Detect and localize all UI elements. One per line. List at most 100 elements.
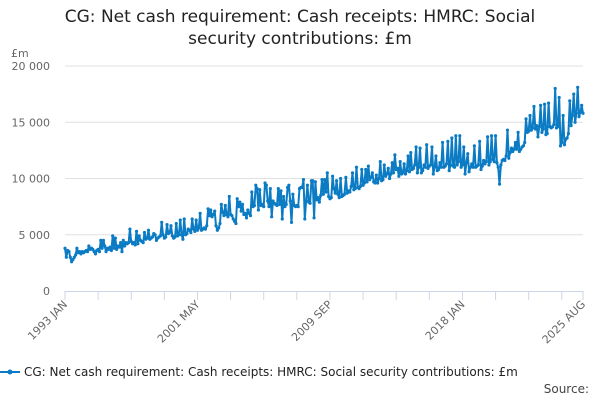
data-point <box>317 200 321 204</box>
data-point <box>444 162 449 166</box>
y-tick-label: 0 <box>43 285 50 298</box>
data-point <box>218 221 222 226</box>
data-point <box>270 215 274 219</box>
data-point <box>463 172 467 176</box>
data-point <box>287 183 291 187</box>
data-point <box>240 202 245 206</box>
data-point <box>568 99 572 103</box>
data-point <box>136 242 140 246</box>
data-point <box>479 167 483 172</box>
data-point <box>153 233 157 237</box>
data-point <box>523 140 527 145</box>
data-point <box>319 193 323 197</box>
data-point <box>234 221 238 226</box>
data-point <box>254 183 258 187</box>
data-point <box>99 238 103 242</box>
data-point <box>109 248 113 253</box>
data-point <box>429 163 433 167</box>
data-point <box>508 151 512 155</box>
x-tick-label: 2018 JAN <box>423 298 468 343</box>
data-point <box>516 130 520 134</box>
data-point <box>476 163 480 167</box>
y-axis-unit-label: £m <box>11 47 29 60</box>
data-point <box>354 165 359 169</box>
data-point <box>472 144 476 148</box>
data-point <box>338 176 343 181</box>
data-point <box>103 244 107 248</box>
data-point <box>403 172 408 176</box>
data-point <box>300 185 304 190</box>
data-point <box>438 161 442 165</box>
data-point <box>112 246 116 250</box>
data-point <box>539 103 543 107</box>
data-point <box>504 154 508 158</box>
data-point <box>203 227 208 231</box>
y-tick-label: 20 000 <box>12 60 51 73</box>
data-point <box>434 154 438 158</box>
data-point <box>365 180 369 184</box>
legend[interactable]: CG: Net cash requirement: Cash receipts:… <box>0 365 518 379</box>
data-point <box>542 102 547 106</box>
data-point <box>119 241 123 245</box>
data-point <box>391 171 396 175</box>
data-point <box>303 217 307 221</box>
data-point <box>503 158 507 163</box>
data-point <box>108 245 112 249</box>
data-point <box>312 216 316 220</box>
data-point <box>389 172 393 176</box>
data-point <box>480 164 484 168</box>
data-point <box>417 165 421 169</box>
data-point <box>577 115 581 119</box>
data-point <box>63 246 67 250</box>
data-point <box>333 191 337 195</box>
data-point <box>385 172 389 176</box>
data-point <box>527 129 531 133</box>
data-point <box>460 163 465 167</box>
data-point <box>174 221 178 226</box>
data-point <box>331 174 335 178</box>
data-point <box>230 214 234 218</box>
data-point <box>540 130 544 134</box>
data-point <box>513 140 518 145</box>
x-tick-label: 2025 AUG <box>540 298 589 347</box>
data-point <box>362 181 367 185</box>
data-point <box>243 211 247 215</box>
data-point <box>236 205 241 209</box>
data-point <box>324 190 328 194</box>
data-point <box>488 160 492 164</box>
data-point <box>275 203 279 208</box>
data-point <box>425 143 429 147</box>
data-point <box>349 184 353 188</box>
data-point <box>320 178 324 182</box>
data-point <box>431 172 435 176</box>
data-point <box>433 165 437 169</box>
data-point <box>264 183 268 187</box>
data-point <box>150 235 155 239</box>
data-point <box>115 247 119 251</box>
data-point <box>278 202 282 206</box>
data-point <box>499 163 503 167</box>
data-point <box>100 246 104 250</box>
data-point <box>374 173 378 177</box>
data-point <box>521 144 525 148</box>
data-point <box>497 182 502 186</box>
data-point <box>533 127 537 131</box>
data-point <box>370 171 374 175</box>
data-point <box>145 236 149 240</box>
data-point <box>179 233 184 237</box>
data-point <box>446 139 450 143</box>
data-point <box>456 160 461 164</box>
data-point <box>321 192 325 196</box>
data-point <box>68 255 72 259</box>
data-point <box>323 178 327 182</box>
data-point <box>492 160 496 164</box>
data-point <box>509 146 514 150</box>
data-point <box>223 203 227 208</box>
data-point <box>134 229 139 233</box>
data-point <box>561 113 565 118</box>
data-point <box>515 147 519 151</box>
data-point <box>537 125 541 129</box>
data-point <box>291 192 295 196</box>
data-point <box>262 205 266 209</box>
data-point <box>177 233 181 237</box>
